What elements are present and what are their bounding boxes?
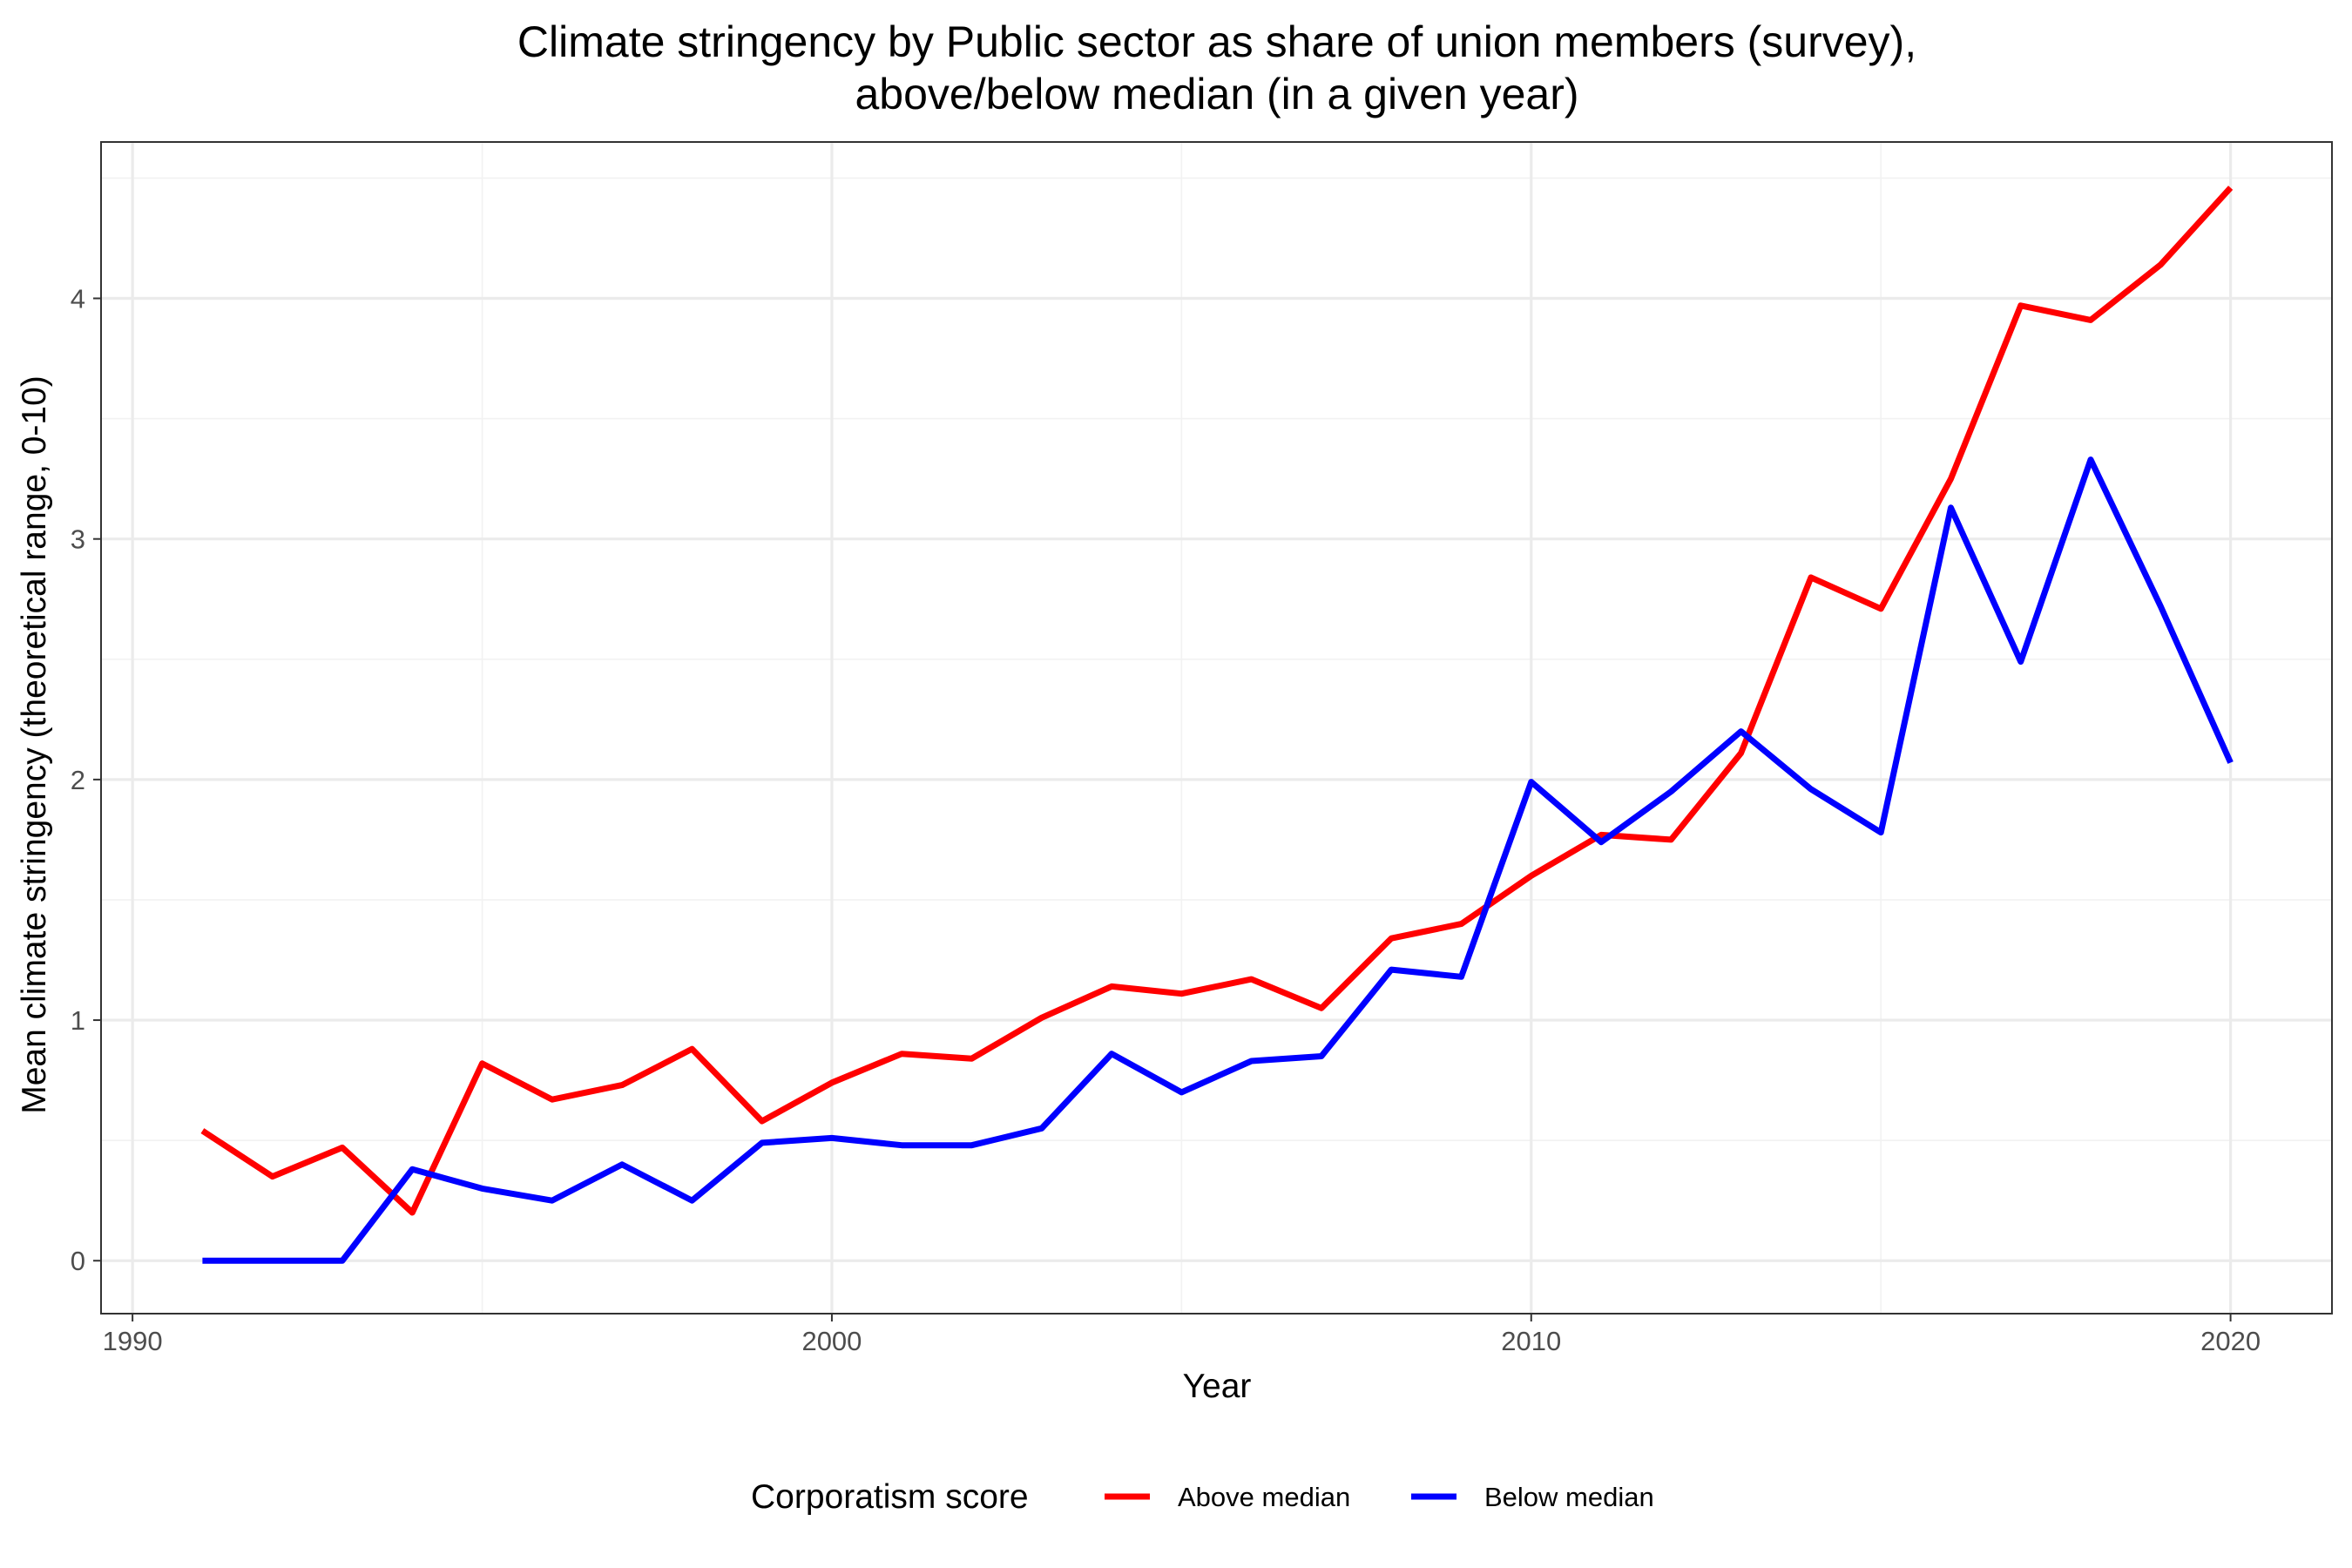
chart-subtitle: above/below median (in a given year) <box>855 70 1578 118</box>
legend-label-1: Below median <box>1484 1482 1654 1512</box>
x-tick-label: 1990 <box>103 1326 163 1356</box>
plot-panel <box>101 142 2332 1314</box>
legend: Corporatism score Above median Below medi… <box>751 1478 1654 1516</box>
x-tick-label: 2020 <box>2200 1326 2261 1356</box>
y-tick-label: 2 <box>71 765 85 795</box>
plot-border <box>100 141 2333 1315</box>
series-line-1 <box>202 456 2234 1264</box>
chart-title: Climate stringency by Public sector as s… <box>517 17 1916 66</box>
plot-area <box>100 141 2333 1315</box>
y-tick-label: 4 <box>71 284 85 314</box>
x-tick-label: 2010 <box>1501 1326 1561 1356</box>
legend-items: Above median Below median <box>1105 1482 1654 1512</box>
x-axis-title: Year <box>1183 1368 1252 1405</box>
y-axis: 0 1 2 3 4 <box>71 284 101 1276</box>
y-tick-label: 0 <box>71 1246 85 1276</box>
y-axis-title: Mean climate stringency (theoretical ran… <box>16 375 53 1114</box>
series-lines <box>200 186 2234 1264</box>
x-tick-label: 2000 <box>801 1326 862 1356</box>
legend-title: Corporatism score <box>751 1478 1029 1516</box>
y-tick-label: 3 <box>71 524 85 555</box>
y-tick-label: 1 <box>71 1005 85 1036</box>
x-axis: 1990 2000 2010 2020 <box>103 1314 2261 1356</box>
series-line-0 <box>200 186 2234 1216</box>
major-gridlines <box>101 142 2332 1314</box>
legend-label-0: Above median <box>1178 1482 1350 1512</box>
minor-gridlines <box>101 142 2332 1314</box>
